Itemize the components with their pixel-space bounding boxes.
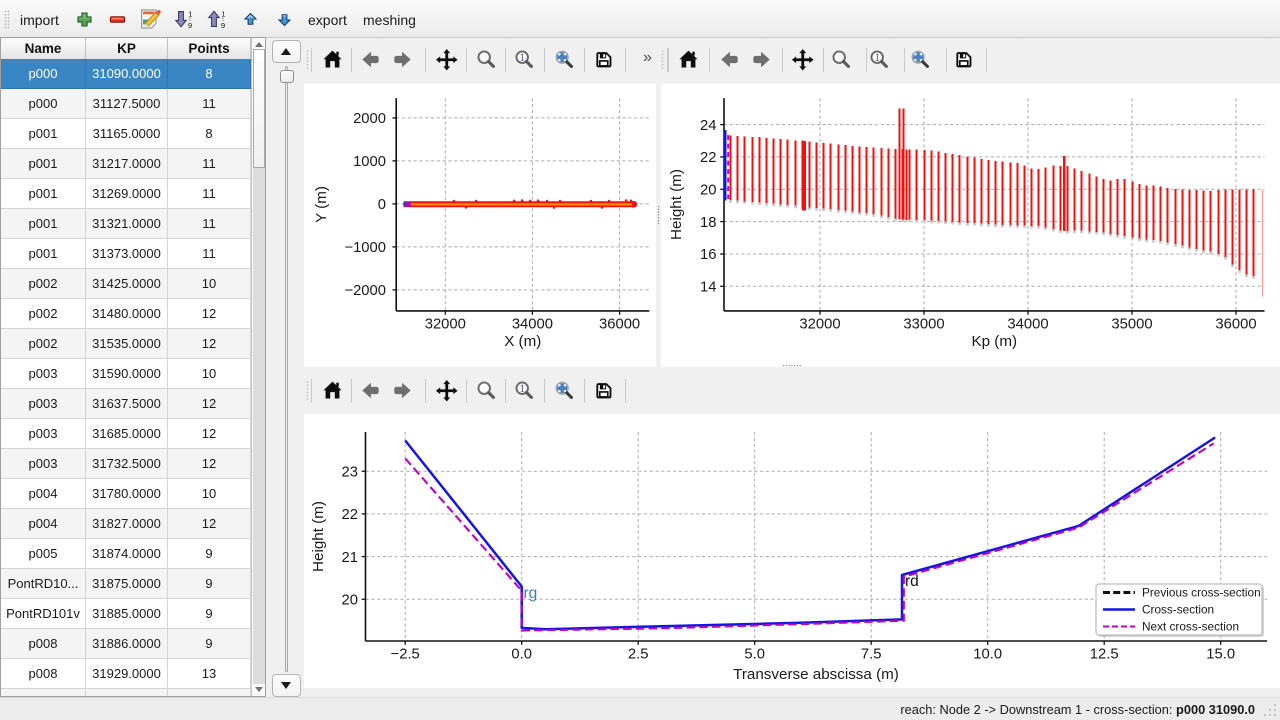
svg-text:Height (m): Height (m) xyxy=(668,169,685,240)
svg-text:−2.5: −2.5 xyxy=(391,647,420,663)
svg-text:15.0: 15.0 xyxy=(1206,647,1235,663)
svg-text:rg: rg xyxy=(524,585,538,602)
svg-text:21: 21 xyxy=(342,550,358,566)
svg-text:34000: 34000 xyxy=(1007,316,1048,332)
svg-text:Kp (m): Kp (m) xyxy=(971,333,1017,350)
svg-text:12.5: 12.5 xyxy=(1090,647,1119,663)
svg-text:9: 9 xyxy=(221,21,225,29)
svg-text:2000: 2000 xyxy=(353,111,386,127)
svg-text:Cross-section: Cross-section xyxy=(1142,603,1214,617)
svg-text:33000: 33000 xyxy=(903,316,944,332)
svg-text:35000: 35000 xyxy=(1111,316,1152,332)
svg-text:Previous cross-section: Previous cross-section xyxy=(1142,586,1261,600)
svg-text:20: 20 xyxy=(700,183,716,199)
svg-text:16: 16 xyxy=(700,247,716,263)
svg-text:1000: 1000 xyxy=(353,154,386,170)
svg-text:34000: 34000 xyxy=(512,316,553,332)
svg-text:5.0: 5.0 xyxy=(744,647,765,663)
svg-text:1: 1 xyxy=(519,383,525,395)
svg-text:2.5: 2.5 xyxy=(628,647,649,663)
svg-text:−2000: −2000 xyxy=(344,283,386,299)
svg-text:32000: 32000 xyxy=(425,316,466,332)
svg-text:32000: 32000 xyxy=(799,316,840,332)
svg-text:1: 1 xyxy=(519,52,525,64)
svg-text:0: 0 xyxy=(378,197,386,213)
svg-text:22: 22 xyxy=(700,150,716,166)
svg-text:14: 14 xyxy=(700,280,716,296)
svg-text:X (m): X (m) xyxy=(504,333,541,350)
svg-text:Y (m): Y (m) xyxy=(313,186,330,223)
svg-text:Height (m): Height (m) xyxy=(310,501,327,572)
svg-text:10.0: 10.0 xyxy=(973,647,1002,663)
svg-text:Next cross-section: Next cross-section xyxy=(1142,620,1239,634)
svg-text:1: 1 xyxy=(188,9,192,18)
svg-text:9: 9 xyxy=(188,21,192,29)
svg-text:7.5: 7.5 xyxy=(861,647,882,663)
svg-text:0.0: 0.0 xyxy=(511,647,532,663)
svg-text:36000: 36000 xyxy=(599,316,640,332)
svg-text:18: 18 xyxy=(700,215,716,231)
svg-text:24: 24 xyxy=(700,118,716,134)
svg-text:rd: rd xyxy=(905,573,919,590)
svg-text:Transverse abscissa (m): Transverse abscissa (m) xyxy=(733,666,899,683)
svg-text:22: 22 xyxy=(342,507,358,523)
svg-text:1: 1 xyxy=(221,9,225,18)
svg-text:36000: 36000 xyxy=(1215,316,1256,332)
svg-text:20: 20 xyxy=(342,593,358,609)
svg-text:23: 23 xyxy=(342,464,358,480)
svg-text:1: 1 xyxy=(875,52,881,64)
svg-text:−1000: −1000 xyxy=(344,240,386,256)
